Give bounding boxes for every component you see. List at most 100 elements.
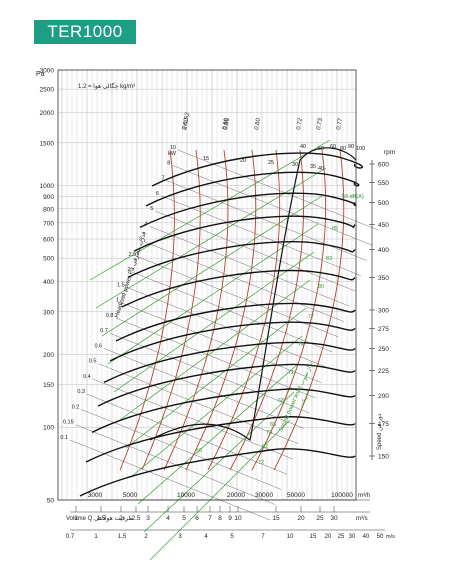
sound-level-label: 85 [332,226,338,232]
power-guide-line [81,409,282,490]
flow-m3s-tick-label: 5 [182,515,186,522]
flow-m3s-unit: m³/s [356,516,368,522]
sound-level-label: 65 [270,422,276,428]
sound-level-line [89,139,331,281]
sound-level-label: 68 [278,398,284,404]
efficiency-label: 0.77 [336,117,344,130]
velocity-tick-label: 3 [178,534,182,540]
flow-m3s-tick-label: 3 [146,515,150,522]
velocity-tick-label: 50 [377,534,384,540]
velocity-tick-label: 1.5 [118,534,127,540]
sound-level-line [131,335,303,477]
top-speed-mark: 40 [300,144,306,150]
flow-m3s-tick-label: 2 [119,515,123,522]
density-note: جگالی هوا = 1.2 kg/m³ [78,82,135,90]
power-guide-line [138,256,339,338]
top-speed-mark: 100 [356,146,365,152]
power-tick-label: 5 [150,206,153,212]
efficiency-label: 0.60 [222,117,230,130]
power-guide-line [177,149,379,231]
fan-curve [97,363,356,407]
flow-m3s-tick-label: 15 [272,515,280,522]
fan-curve [139,192,357,229]
sound-level-line [137,363,299,505]
power-tick-label: 10 [170,145,176,151]
pressure-tick-label: 300 [43,309,54,316]
velocity-tick-label: 5 [230,534,234,540]
flow-m3s-tick-label: 20 [297,515,305,522]
rpm-tick-label: 550 [378,180,389,187]
flow-m3s-tick-label: 4 [166,515,170,522]
operating-envelope [149,147,357,442]
sound-level-label: 83 [326,256,332,262]
power-tick-label: 0.7 [100,328,108,334]
power-guide-line [92,378,293,460]
top-speed-mark: 60 [330,144,336,150]
flow-m3h-tick-label: 30000 [255,492,273,499]
power-tick-label: 0.5 [89,359,97,365]
power-guide-line [155,210,356,292]
efficiency-line [185,149,257,471]
power-tick-label: 4 [145,221,148,227]
power-tick-label: 0.3 [77,389,85,395]
sound-level-label: 56 [196,448,202,454]
fan-curve [121,269,356,308]
rpm-tick-label: 175 [378,421,389,428]
pressure-tick-label: 150 [43,382,54,389]
power-tick-label: 1.5 [117,282,125,288]
rpm-tick-label: 450 [378,222,389,229]
efficiency-label: 0.73 [316,117,324,130]
outlet-speed-mark: 35 [310,164,316,170]
power-tick-label: 8 [167,160,170,166]
power-tick-label: 0.1 [60,435,68,441]
efficiency-line [163,149,229,471]
efficiency-line [207,149,281,471]
rpm-tick-label: 225 [378,368,389,375]
flow-m3s-tick-label: 6 [195,515,199,522]
power-tick-label: 0.4 [83,374,91,380]
velocity-unit: m/s [386,534,395,540]
rpm-tick-label: 150 [378,454,389,461]
rpm-tick-label: 300 [378,308,389,315]
power-guide-line [86,394,288,475]
efficiency-label: 2×LS2 [182,111,191,130]
flow-m3s-tick-label: 25 [316,515,324,522]
velocity-tick-label: 0.7 [66,534,75,540]
rpm-tick-label: 350 [378,275,389,282]
pressure-tick-label: 2500 [40,87,55,94]
fan-curve [109,321,356,362]
pressure-tick-label: 500 [43,256,54,263]
rpm-tick-label: 200 [378,393,389,400]
rpm-axis-label: Speed دور فن [377,413,383,450]
pressure-tick-label: 900 [43,194,54,201]
velocity-tick-label: 7 [261,534,265,540]
pressure-tick-label: 3000 [40,68,55,75]
fan-curve [133,215,356,252]
power-tick-label: 2 [127,267,130,273]
outlet-speed-mark: 40 [318,166,324,172]
sound-level-line [125,307,307,449]
velocity-tick-label: 25 [338,534,345,540]
sound-level-label: 59 dB(A) [342,194,364,200]
efficiency-line [119,149,175,471]
efficiency-line [141,149,201,471]
sound-level-line [149,419,291,561]
velocity-tick-label: 15 [310,534,317,540]
sound-level-line [101,195,323,337]
sound-level-line [113,251,315,393]
power-guide-line [104,348,305,429]
flow-m3s-tick-label: 1 [74,515,78,522]
flow-axis-label: Volume Q ظرفیت هوادهی [66,515,133,522]
power-guide-line [149,226,350,307]
power-tick-label: 1 [116,298,119,304]
y-unit-label: Pa [36,71,45,78]
sound-level-label: 74 [298,342,304,348]
flow-m3s-tick-label: 7 [208,515,212,522]
rpm-tick-label: 275 [378,326,389,333]
power-guide-line [98,363,299,444]
efficiency-label: 0.85 [223,117,231,130]
flow-m3h-tick-label: 100000 [331,492,353,499]
velocity-tick-label: 40 [363,534,370,540]
outlet-speed-mark: 30 [292,162,298,168]
power-tick-label: 0.6 [94,343,102,349]
